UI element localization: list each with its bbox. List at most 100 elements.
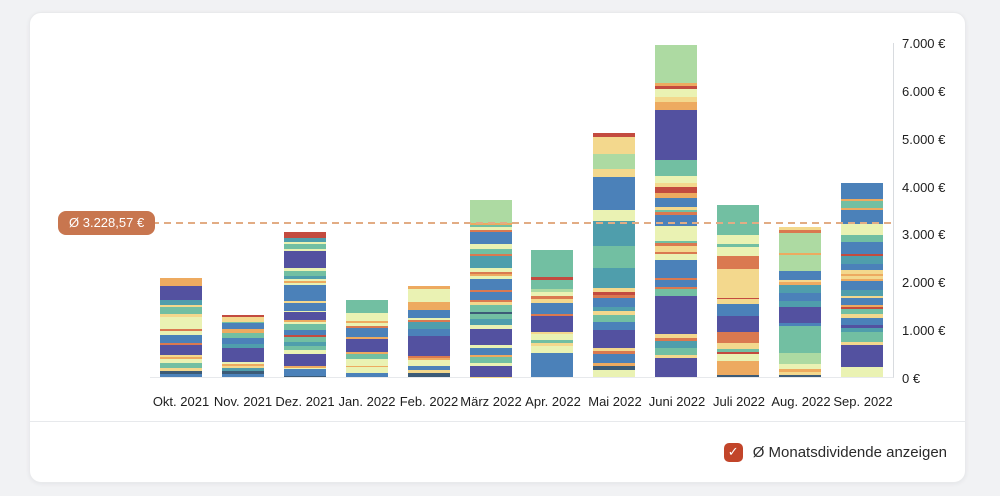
bar-segment[interactable]	[159, 363, 202, 369]
bar-segment[interactable]	[283, 375, 326, 378]
bar-segment[interactable]	[593, 210, 636, 222]
bar-segment[interactable]	[779, 353, 822, 364]
bar-segment[interactable]	[469, 355, 512, 357]
bar-segment[interactable]	[469, 248, 512, 255]
bar-segment[interactable]	[841, 273, 884, 276]
bar-segment[interactable]	[469, 292, 512, 300]
bar-segment[interactable]	[655, 295, 698, 334]
bar-segment[interactable]	[779, 279, 822, 283]
bar-segment[interactable]	[841, 297, 884, 305]
bar-segment[interactable]	[159, 306, 202, 314]
bar-segment[interactable]	[407, 366, 450, 370]
bar-segment[interactable]	[655, 243, 698, 246]
bar-segment[interactable]	[655, 109, 698, 161]
bar-segment[interactable]	[593, 246, 636, 269]
bar-segment[interactable]	[655, 289, 698, 296]
bar-segment[interactable]	[345, 322, 388, 326]
bar-segment[interactable]	[469, 311, 512, 314]
bar-segment[interactable]	[655, 209, 698, 213]
bar-segment[interactable]	[655, 187, 698, 194]
bar-segment[interactable]	[717, 351, 760, 354]
bar-segment[interactable]	[469, 290, 512, 293]
bar-segment[interactable]	[593, 268, 636, 289]
bar-segment[interactable]	[283, 303, 326, 311]
bar-segment[interactable]	[407, 321, 450, 329]
bar-segment[interactable]	[469, 230, 512, 233]
bar-segment[interactable]	[221, 374, 264, 377]
bar-segment[interactable]	[469, 348, 512, 356]
bar-segment[interactable]	[717, 246, 760, 257]
bar-segment[interactable]	[469, 272, 512, 275]
bar-segment[interactable]	[469, 268, 512, 273]
bar-segment[interactable]	[469, 301, 512, 305]
bar-segment[interactable]	[345, 359, 388, 366]
bar-segment[interactable]	[283, 329, 326, 336]
bar-segment[interactable]	[841, 308, 884, 315]
bar-segment[interactable]	[469, 329, 512, 346]
bar-segment[interactable]	[531, 345, 574, 353]
bar-segment[interactable]	[717, 303, 760, 317]
bar-segment[interactable]	[717, 283, 760, 298]
bar-segment[interactable]	[717, 343, 760, 349]
bar-segment[interactable]	[283, 323, 326, 330]
bar-segment[interactable]	[221, 347, 264, 362]
bar-segment[interactable]	[655, 193, 698, 198]
bar-segment[interactable]	[593, 137, 636, 154]
bar-segment[interactable]	[345, 373, 388, 378]
bar-segment[interactable]	[407, 369, 450, 373]
bar-segment[interactable]	[159, 355, 202, 358]
bar-segment[interactable]	[655, 183, 698, 188]
bar-segment[interactable]	[655, 82, 698, 87]
bar-segment[interactable]	[841, 281, 884, 290]
bar-märz-2022[interactable]	[469, 199, 512, 378]
bar-segment[interactable]	[655, 71, 698, 83]
bar-segment[interactable]	[531, 343, 574, 346]
bar-segment[interactable]	[283, 232, 326, 239]
bar-segment[interactable]	[345, 327, 388, 338]
bar-segment[interactable]	[283, 281, 326, 284]
bar-segment[interactable]	[407, 310, 450, 318]
bar-apr-2022[interactable]	[531, 250, 574, 378]
bar-segment[interactable]	[779, 374, 822, 378]
bar-segment[interactable]	[469, 254, 512, 256]
bar-segment[interactable]	[221, 343, 264, 348]
bar-segment[interactable]	[593, 351, 636, 355]
bar-sep-2022[interactable]	[841, 183, 884, 377]
bar-segment[interactable]	[469, 313, 512, 320]
bar-segment[interactable]	[779, 285, 822, 293]
bar-segment[interactable]	[593, 169, 636, 177]
bar-segment[interactable]	[469, 319, 512, 326]
bar-segment[interactable]	[841, 327, 884, 333]
bar-segment[interactable]	[531, 340, 574, 344]
bar-segment[interactable]	[469, 356, 512, 364]
bar-segment[interactable]	[345, 312, 388, 322]
bar-segment[interactable]	[345, 337, 388, 340]
bar-segment[interactable]	[779, 300, 822, 308]
bar-segment[interactable]	[841, 344, 884, 368]
bar-segment[interactable]	[159, 328, 202, 331]
bar-segment[interactable]	[283, 301, 326, 304]
bar-segment[interactable]	[841, 306, 884, 309]
bar-segment[interactable]	[655, 102, 698, 110]
bar-segment[interactable]	[469, 199, 512, 223]
bar-segment[interactable]	[407, 358, 450, 361]
bar-segment[interactable]	[593, 354, 636, 364]
bar-segment[interactable]	[531, 332, 574, 335]
bar-segment[interactable]	[283, 345, 326, 350]
bar-segment[interactable]	[593, 297, 636, 308]
bar-segment[interactable]	[407, 288, 450, 303]
bar-dez-2021[interactable]	[283, 232, 326, 378]
bar-segment[interactable]	[655, 207, 698, 210]
bar-segment[interactable]	[717, 374, 760, 378]
bar-segment[interactable]	[407, 356, 450, 359]
bar-segment[interactable]	[841, 201, 884, 209]
bar-segment[interactable]	[283, 275, 326, 280]
bar-segment[interactable]	[283, 279, 326, 282]
bar-segment[interactable]	[779, 326, 822, 354]
bar-aug-2022[interactable]	[779, 227, 822, 378]
bar-segment[interactable]	[159, 371, 202, 375]
bar-segment[interactable]	[779, 282, 822, 286]
bar-segment[interactable]	[655, 245, 698, 252]
bar-segment[interactable]	[531, 334, 574, 341]
bar-segment[interactable]	[655, 225, 698, 241]
